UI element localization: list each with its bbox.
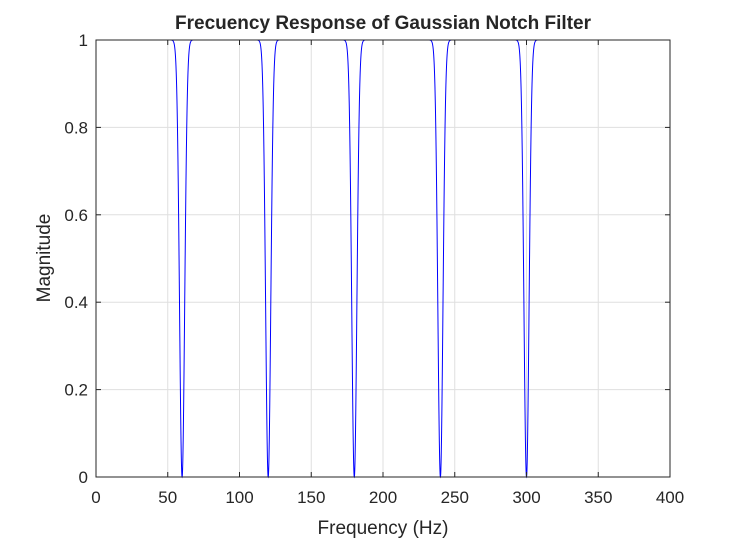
x-tick-label: 400: [656, 488, 684, 507]
y-tick-label: 0.8: [64, 118, 88, 137]
chart-title: Frecuency Response of Gaussian Notch Fil…: [175, 13, 592, 34]
x-tick-label: 150: [297, 488, 325, 507]
x-tick-label: 300: [512, 488, 540, 507]
y-tick-label: 0: [79, 468, 88, 487]
x-tick-label: 200: [369, 488, 397, 507]
y-tick-label: 0.2: [64, 381, 88, 400]
x-tick-label: 0: [91, 488, 100, 507]
x-tick-label: 250: [441, 488, 469, 507]
x-axis-label: Frequency (Hz): [318, 518, 449, 539]
tick-marks: [95, 39, 671, 478]
y-tick-labels: 0 0.2 0.4 0.6 0.8 1: [64, 31, 88, 487]
x-tick-label: 100: [225, 488, 253, 507]
y-tick-label: 1: [79, 31, 88, 50]
y-tick-label: 0.4: [64, 293, 88, 312]
x-tick-labels: 0 50 100 150 200 250 300 350 400: [91, 488, 684, 507]
y-tick-label: 0.6: [64, 206, 88, 225]
x-tick-label: 350: [584, 488, 612, 507]
y-axis-label: Magnitude: [34, 214, 55, 303]
x-tick-label: 50: [158, 488, 177, 507]
grid-lines: [96, 40, 670, 477]
